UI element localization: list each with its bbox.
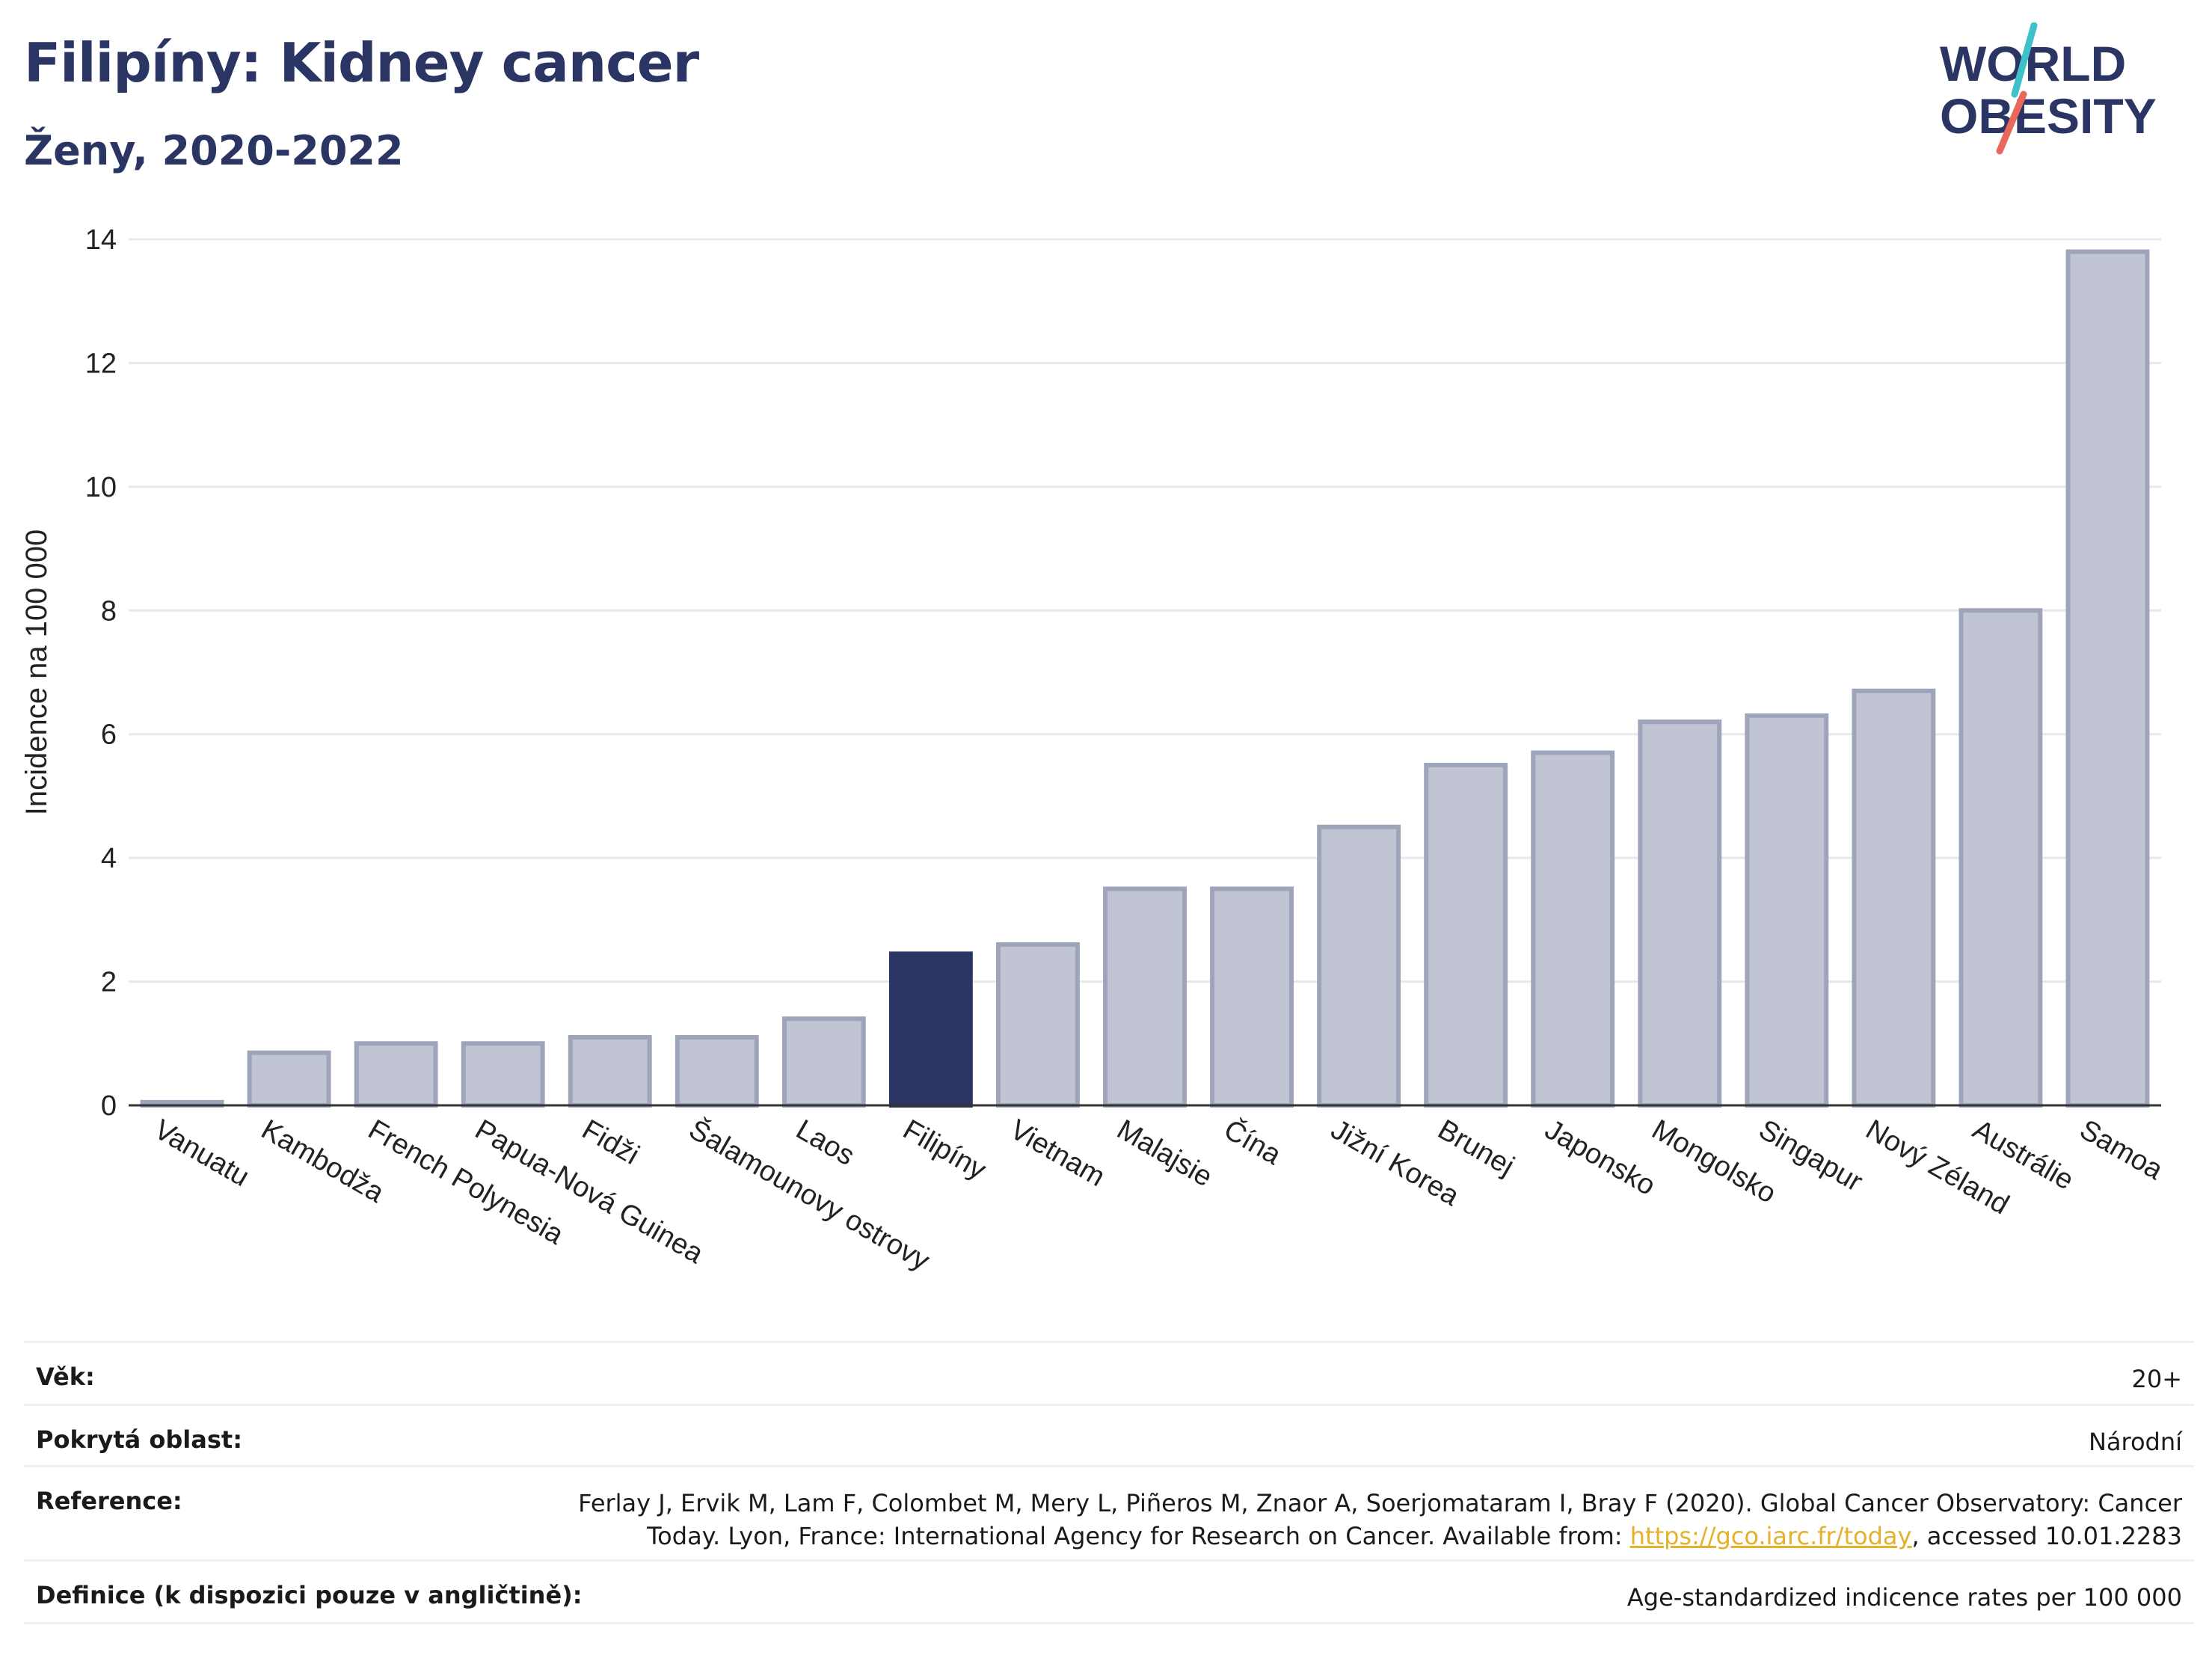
meta-row-age: Věk: 20+ [24,1343,2194,1406]
y-axis-ticks: 0 2 4 6 8 10 12 14 [85,224,117,1122]
reference-line-1: Ferlay J, Ervik M, Lam F, Colombet M, Me… [578,1489,2182,1517]
x-tick-label: Japonsko [1540,1114,1661,1202]
meta-row-area: Pokrytá oblast: Národní [24,1406,2194,1467]
bar-Jižní Korea [1317,824,1401,1108]
x-tick-label: Vanuatu [149,1114,254,1193]
y-tick-label: 10 [85,472,117,503]
x-tick-label: Malajsie [1112,1114,1218,1193]
logo-text-obesity: OBESITY [1940,88,2157,144]
meta-label-age: Věk: [36,1363,95,1391]
y-tick-label: 0 [101,1090,117,1122]
meta-label-reference: Reference: [36,1487,182,1515]
x-tick-label: Vietnam [1004,1114,1110,1193]
bars [140,249,2150,1108]
bar-Čína [1210,886,1294,1108]
bar-Brunej [1424,763,1508,1108]
y-tick-label: 8 [101,595,117,627]
chart-title: Filipíny: Kidney cancer [24,31,699,94]
metadata-table: Věk: 20+ Pokrytá oblast: Národní Referen… [24,1341,2194,1624]
bar-Laos [781,1016,866,1108]
logo-slash-coral [1996,90,2027,155]
x-tick-label: Brunej [1433,1114,1520,1182]
bar-Filipíny [888,951,973,1108]
y-tick-label: 14 [85,224,117,256]
reference-link[interactable]: https://gco.iarc.fr/today [1629,1522,1912,1550]
bar-Singapur [1745,713,1829,1108]
meta-label-definition: Definice (k dispozici pouze v angličtině… [36,1581,583,1609]
bar-Malajsie [1103,886,1187,1108]
reference-line-2-end: , accessed 10.01.2283 [1911,1522,2182,1550]
y-axis-label: Incidence na 100 000 [20,529,53,816]
reference-line-2-start: Today. Lyon, France: International Agenc… [647,1522,1630,1550]
bar-Kambodža [247,1050,331,1108]
x-tick-label: French Polynesia [363,1114,569,1251]
x-tick-label: Laos [790,1114,859,1172]
logo-slash-teal [2011,22,2038,98]
chart-subtitle: Ženy, 2020-2022 [24,127,404,174]
bar-Japonsko [1531,750,1615,1108]
meta-value-definition: Age-standardized indicence rates per 100… [1626,1583,2182,1612]
bar-Vietnam [996,942,1080,1108]
x-tick-label: Filipíny [897,1114,991,1186]
x-tick-label: Čína [1219,1113,1288,1172]
x-tick-label: Samoa [2074,1114,2169,1186]
bar-Šalamounovy ostrovy [675,1035,759,1108]
bar-Mongolsko [1638,719,1722,1108]
bar-Papua-Nová Guinea [461,1041,545,1108]
meta-label-area: Pokrytá oblast: [36,1425,242,1454]
y-tick-label: 4 [101,843,117,874]
meta-value-area: Národní [2088,1428,2182,1456]
bar-Austrálie [1958,608,2043,1108]
x-tick-label: Fidži [577,1114,644,1170]
y-tick-label: 12 [85,348,117,379]
meta-row-reference: Reference: Ferlay J, Ervik M, Lam F, Col… [24,1467,2194,1562]
logo-text-world: WORLD [1940,36,2126,91]
bar-Samoa [2065,249,2150,1108]
meta-row-definition: Definice (k dispozici pouze v angličtině… [24,1562,2194,1624]
bar-Nový Zéland [1852,688,1936,1108]
meta-value-reference: Ferlay J, Ervik M, Lam F, Colombet M, Me… [578,1487,2182,1553]
bar-Fidži [568,1035,652,1108]
world-obesity-logo: WORLD OBESITY [1940,22,2157,155]
bar-French Polynesia [354,1041,438,1108]
y-tick-label: 6 [101,719,117,751]
y-tick-label: 2 [101,967,117,998]
meta-value-age: 20+ [2131,1365,2182,1393]
